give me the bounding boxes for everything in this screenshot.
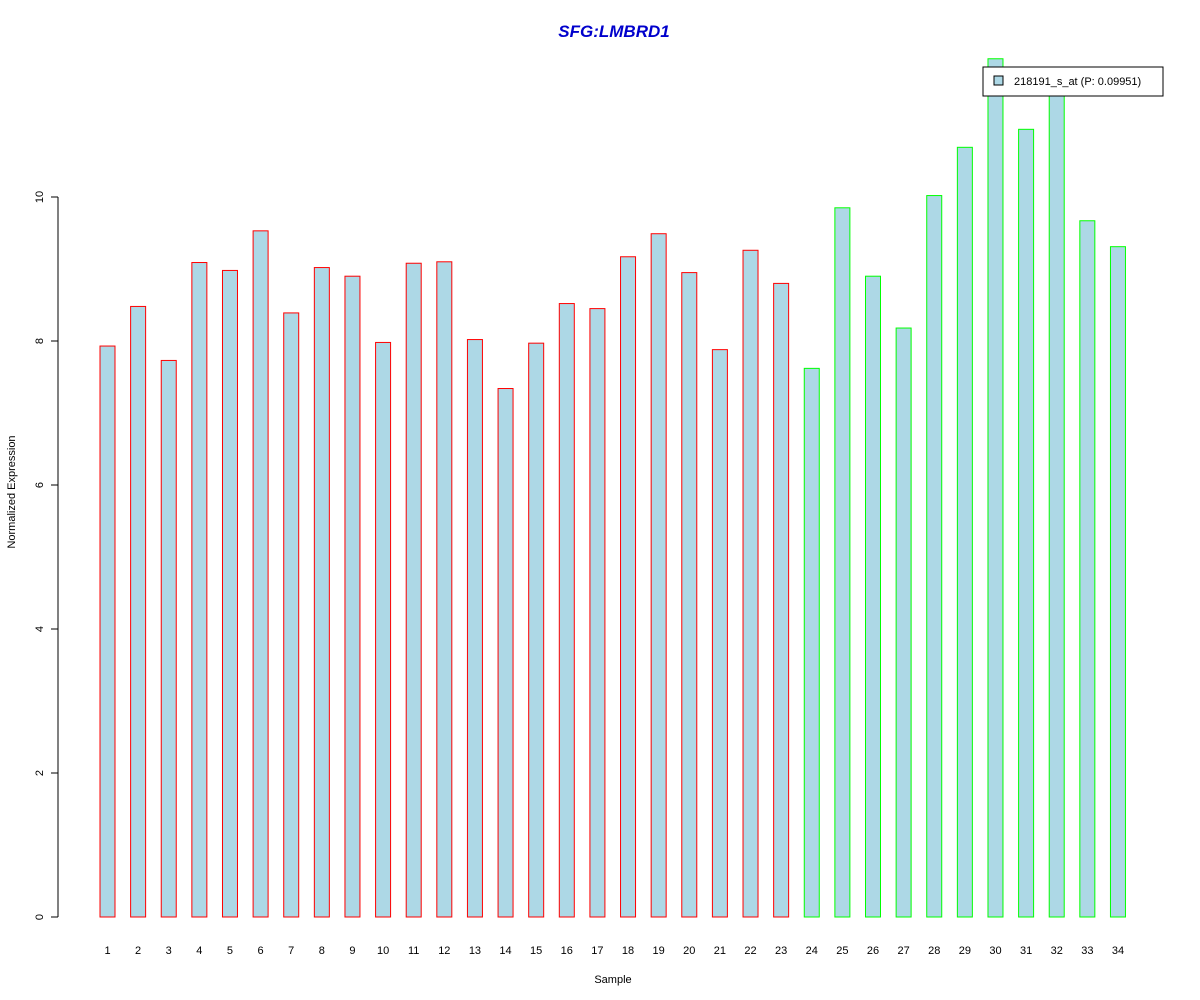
bar-sample-33 bbox=[1079, 220, 1096, 918]
bar-sample-34 bbox=[1109, 246, 1126, 918]
bar-sample-11 bbox=[405, 262, 422, 918]
x-tick-label-27: 27 bbox=[897, 945, 909, 957]
x-tick-label-14: 14 bbox=[499, 945, 511, 957]
x-tick-label-2: 2 bbox=[135, 945, 141, 957]
x-tick-label-13: 13 bbox=[469, 945, 481, 957]
legend: 218191_s_at (P: 0.09951) bbox=[982, 66, 1164, 97]
bar-sample-14 bbox=[497, 388, 514, 918]
x-tick-label-5: 5 bbox=[227, 945, 233, 957]
x-tick-label-11: 11 bbox=[408, 945, 419, 957]
x-tick-label-10: 10 bbox=[377, 945, 389, 957]
bar-sample-10 bbox=[375, 341, 392, 918]
bar-sample-4 bbox=[191, 262, 208, 918]
x-tick-label-4: 4 bbox=[196, 945, 202, 957]
legend-swatch bbox=[993, 75, 1004, 86]
x-tick-label-8: 8 bbox=[319, 945, 325, 957]
x-tick-label-32: 32 bbox=[1051, 945, 1063, 957]
bar-sample-8 bbox=[313, 267, 330, 918]
bar-sample-16 bbox=[558, 303, 575, 918]
bar-sample-2 bbox=[130, 305, 147, 918]
x-tick-label-15: 15 bbox=[530, 945, 542, 957]
bar-sample-1 bbox=[99, 345, 116, 918]
x-tick-label-7: 7 bbox=[288, 945, 294, 957]
chart-title: SFG:LMBRD1 bbox=[558, 22, 669, 41]
bar-sample-23 bbox=[773, 282, 790, 918]
x-tick-label-26: 26 bbox=[867, 945, 879, 957]
bar-sample-17 bbox=[589, 308, 606, 918]
bar-sample-22 bbox=[742, 249, 759, 918]
legend-label: 218191_s_at (P: 0.09951) bbox=[1014, 76, 1141, 88]
x-axis-label: Sample bbox=[594, 974, 631, 986]
x-tick-label-28: 28 bbox=[928, 945, 940, 957]
bar-sample-6 bbox=[252, 230, 269, 918]
bar-sample-5 bbox=[221, 269, 238, 918]
bar-sample-27 bbox=[895, 327, 912, 918]
x-tick-label-1: 1 bbox=[104, 945, 110, 957]
x-tick-label-3: 3 bbox=[166, 945, 172, 957]
bar-sample-25 bbox=[834, 207, 851, 918]
x-tick-label-30: 30 bbox=[989, 945, 1001, 957]
y-tick-label-8: 8 bbox=[34, 338, 46, 344]
bar-sample-18 bbox=[620, 256, 637, 918]
x-tick-label-6: 6 bbox=[258, 945, 264, 957]
bar-sample-26 bbox=[865, 275, 881, 918]
bar-sample-13 bbox=[466, 339, 483, 918]
x-tick-label-19: 19 bbox=[653, 945, 665, 957]
bar-sample-30 bbox=[987, 58, 1004, 918]
y-axis: 0 2 4 6 8 10 bbox=[34, 191, 59, 920]
x-tick-label-21: 21 bbox=[714, 945, 726, 957]
bar-sample-31 bbox=[1018, 128, 1035, 918]
y-axis-label: Normalized Expression bbox=[6, 435, 18, 548]
x-tick-label-24: 24 bbox=[806, 945, 818, 957]
x-axis-labels: 1 2 3 4 5 6 7 8 9 10 11 12 13 14 15 16 17 18 19 20 21 22 23 24 2… bbox=[104, 945, 1124, 957]
bar-sample-12 bbox=[436, 261, 453, 918]
bar-sample-15 bbox=[528, 342, 545, 918]
y-tick-label-2: 2 bbox=[34, 770, 46, 776]
bar-sample-7 bbox=[283, 312, 300, 918]
x-tick-label-18: 18 bbox=[622, 945, 634, 957]
bar-sample-21 bbox=[711, 349, 728, 918]
y-tick-label-4: 4 bbox=[34, 626, 46, 632]
bar-sample-24 bbox=[803, 367, 820, 918]
bar-sample-20 bbox=[681, 272, 698, 918]
x-tick-label-31: 31 bbox=[1020, 945, 1032, 957]
bars-layer bbox=[99, 58, 1126, 918]
x-tick-label-12: 12 bbox=[438, 945, 450, 957]
x-tick-label-20: 20 bbox=[683, 945, 695, 957]
x-tick-label-29: 29 bbox=[959, 945, 971, 957]
y-tick-label-6: 6 bbox=[34, 482, 46, 488]
bar-sample-19 bbox=[650, 233, 667, 918]
bar-sample-28 bbox=[926, 195, 943, 918]
x-tick-label-23: 23 bbox=[775, 945, 787, 957]
bar-sample-29 bbox=[956, 146, 973, 918]
x-tick-label-25: 25 bbox=[836, 945, 848, 957]
bar-sample-9 bbox=[344, 275, 361, 918]
x-tick-label-33: 33 bbox=[1081, 945, 1093, 957]
y-tick-label-0: 0 bbox=[34, 914, 46, 920]
x-tick-label-22: 22 bbox=[744, 945, 756, 957]
y-tick-label-10: 10 bbox=[34, 191, 46, 203]
x-tick-label-9: 9 bbox=[349, 945, 355, 957]
x-tick-label-17: 17 bbox=[591, 945, 603, 957]
x-tick-label-34: 34 bbox=[1112, 945, 1124, 957]
bar-sample-32 bbox=[1048, 86, 1065, 918]
x-tick-label-16: 16 bbox=[561, 945, 573, 957]
bar-sample-3 bbox=[160, 359, 177, 918]
legend-box bbox=[982, 66, 1164, 97]
